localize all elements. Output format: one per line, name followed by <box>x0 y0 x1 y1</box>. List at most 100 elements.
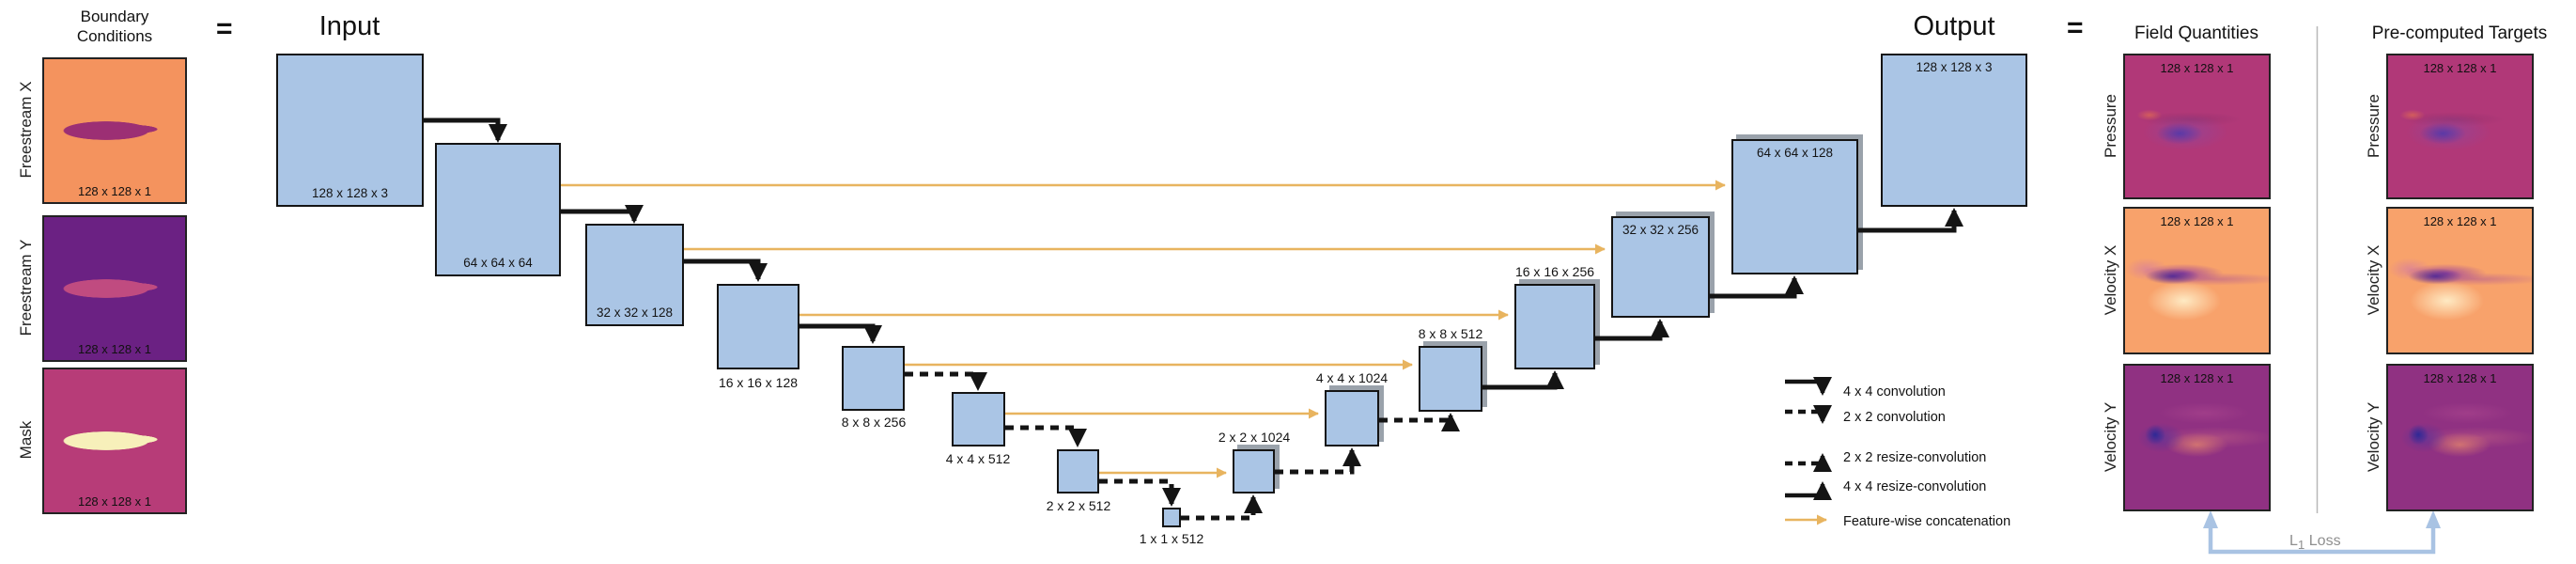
freestream-x-image: 128 x 128 x 1 <box>42 57 187 204</box>
velocity-x-target-image: 128 x 128 x 1 <box>2386 207 2534 354</box>
block-dims: 1 x 1 x 512 <box>1139 531 1204 546</box>
block-dims: 2 x 2 x 512 <box>1046 498 1111 513</box>
conv-block-1x1x512 <box>1162 508 1181 527</box>
target-dims: 128 x 128 x 1 <box>2423 371 2497 385</box>
block-dims: 4 x 4 x 1024 <box>1315 370 1389 385</box>
deconv-block-32x32x256: 32 x 32 x 256 <box>1611 216 1710 318</box>
conv-block-32x32x128: 32 x 32 x 128 <box>585 224 684 326</box>
velocity-x-label-target: Velocity X <box>2365 244 2382 316</box>
velocity-x-label-output: Velocity X <box>2102 244 2119 316</box>
legend-resize2-icon <box>1785 453 1832 472</box>
conv-arrow-icon <box>684 258 768 282</box>
resize4-arrow-icon <box>1858 208 1963 233</box>
conv-block-2x2x512 <box>1057 449 1099 494</box>
conv2-arrow-icon <box>1005 425 1087 447</box>
loss-arrow-left-icon <box>2203 510 2218 528</box>
boundary-title-line1: Boundary <box>80 8 149 25</box>
loss-arrow-right-icon <box>2426 510 2441 528</box>
block-dims: 32 x 32 x 128 <box>596 306 674 320</box>
legend-glyphs <box>1785 377 1832 525</box>
field-dims: 128 x 128 x 1 <box>2160 371 2234 385</box>
velocity-y-label-output: Velocity Y <box>2102 401 2119 473</box>
l1-loss-bracket <box>2203 510 2441 555</box>
field-quantities-title: Field Quantities <box>2134 24 2258 43</box>
mask-dims: 128 x 128 x 1 <box>77 494 152 509</box>
pressure-label-target: Pressure <box>2365 93 2382 159</box>
legend-item-conv4: 4 x 4 convolution <box>1843 384 1946 400</box>
field-dims: 128 x 128 x 1 <box>2160 214 2234 228</box>
pressure-target-image: 128 x 128 x 1 <box>2386 54 2534 199</box>
conv-block-8x8x256 <box>842 346 905 411</box>
boundary-conditions-title: Boundary Conditions <box>39 7 190 46</box>
conv-block-input: 128 x 128 x 3 <box>276 54 424 207</box>
block-dims: 128 x 128 x 3 <box>311 186 389 200</box>
block-dims: 8 x 8 x 256 <box>841 415 907 430</box>
deconv-block-2x2x1024 <box>1233 449 1275 494</box>
conv-block-output: 128 x 128 x 3 <box>1881 54 2027 207</box>
block-dims: 64 x 64 x 64 <box>463 256 533 270</box>
precomputed-targets-title: Pre-computed Targets <box>2371 24 2548 43</box>
freestream-y-dims: 128 x 128 x 1 <box>77 342 152 356</box>
velocity-y-field-image: 128 x 128 x 1 <box>2123 364 2271 511</box>
target-dims: 128 x 128 x 1 <box>2423 61 2497 75</box>
velocity-x-field-image: 128 x 128 x 1 <box>2123 207 2271 354</box>
input-title: Input <box>318 11 380 41</box>
pressure-label-output: Pressure <box>2102 93 2119 159</box>
loss-rest: Loss <box>2304 533 2341 549</box>
field-dims: 128 x 128 x 1 <box>2160 61 2234 75</box>
block-dims: 8 x 8 x 512 <box>1418 326 1483 341</box>
resize4-arrow-icon <box>1482 370 1564 390</box>
legend-conv4-icon <box>1785 377 1832 396</box>
conv2-arrow-icon <box>1099 478 1181 507</box>
deconv-block-4x4x1024 <box>1325 390 1379 446</box>
freestream-y-image: 128 x 128 x 1 <box>42 215 187 362</box>
resize2-arrow-icon <box>1379 413 1460 431</box>
conv-arrows-dashed <box>905 371 1460 521</box>
legend-item-resize2: 2 x 2 resize-convolution <box>1843 450 1987 465</box>
loss-bracket-line <box>2208 526 2436 555</box>
conv-arrows-solid <box>424 118 882 344</box>
loss-base: L <box>2289 533 2298 549</box>
loss-sub: 1 <box>2297 538 2305 553</box>
conv-block-64x64x64: 64 x 64 x 64 <box>435 143 561 276</box>
resize-arrows-solid <box>1482 208 1963 390</box>
legend-item-resize4: 4 x 4 resize-convolution <box>1843 479 1987 494</box>
freestream-x-dims: 128 x 128 x 1 <box>77 184 152 198</box>
block-dims: 16 x 16 x 128 <box>718 375 799 390</box>
conv2-arrow-icon <box>905 371 987 391</box>
block-dims: 4 x 4 x 512 <box>945 451 1011 466</box>
legend-item-concat: Feature-wise concatenation <box>1843 514 2011 529</box>
conv-block-16x16x128 <box>717 284 799 369</box>
resize2-arrow-icon <box>1275 447 1361 475</box>
block-dims: 32 x 32 x 256 <box>1622 223 1699 237</box>
conv-arrow-icon <box>799 323 882 344</box>
velocity-y-target-image: 128 x 128 x 1 <box>2386 364 2534 511</box>
boundary-title-line2: Conditions <box>76 27 153 45</box>
target-dims: 128 x 128 x 1 <box>2423 214 2497 228</box>
legend-resize4-icon <box>1785 481 1832 500</box>
conv-arrow-icon <box>561 205 644 224</box>
equals-right: = <box>2067 12 2084 43</box>
concat-arrows <box>561 180 1726 478</box>
l1-loss-label: L1 Loss <box>2289 533 2341 552</box>
legend-conv2-icon <box>1785 405 1832 424</box>
block-dims: 64 x 64 x 128 <box>1756 146 1834 160</box>
velocity-y-label-target: Velocity Y <box>2365 401 2382 473</box>
resize4-arrow-icon <box>1595 319 1669 341</box>
deconv-block-8x8x512 <box>1419 346 1482 412</box>
output-title: Output <box>1913 11 1995 41</box>
deconv-block-16x16x256 <box>1514 284 1595 369</box>
conv-arrow-icon <box>424 118 507 143</box>
block-dims: 128 x 128 x 3 <box>1916 60 1993 74</box>
block-dims: 16 x 16 x 256 <box>1514 264 1595 279</box>
resize4-arrow-icon <box>1710 275 1804 299</box>
equals-left: = <box>216 13 233 44</box>
legend-item-conv2: 2 x 2 convolution <box>1843 410 1946 425</box>
conv-block-4x4x512 <box>952 392 1005 446</box>
block-dims: 2 x 2 x 1024 <box>1218 430 1291 445</box>
resize2-arrow-icon <box>1181 494 1263 521</box>
pressure-field-image: 128 x 128 x 1 <box>2123 54 2271 199</box>
mask-image: 128 x 128 x 1 <box>42 368 187 514</box>
